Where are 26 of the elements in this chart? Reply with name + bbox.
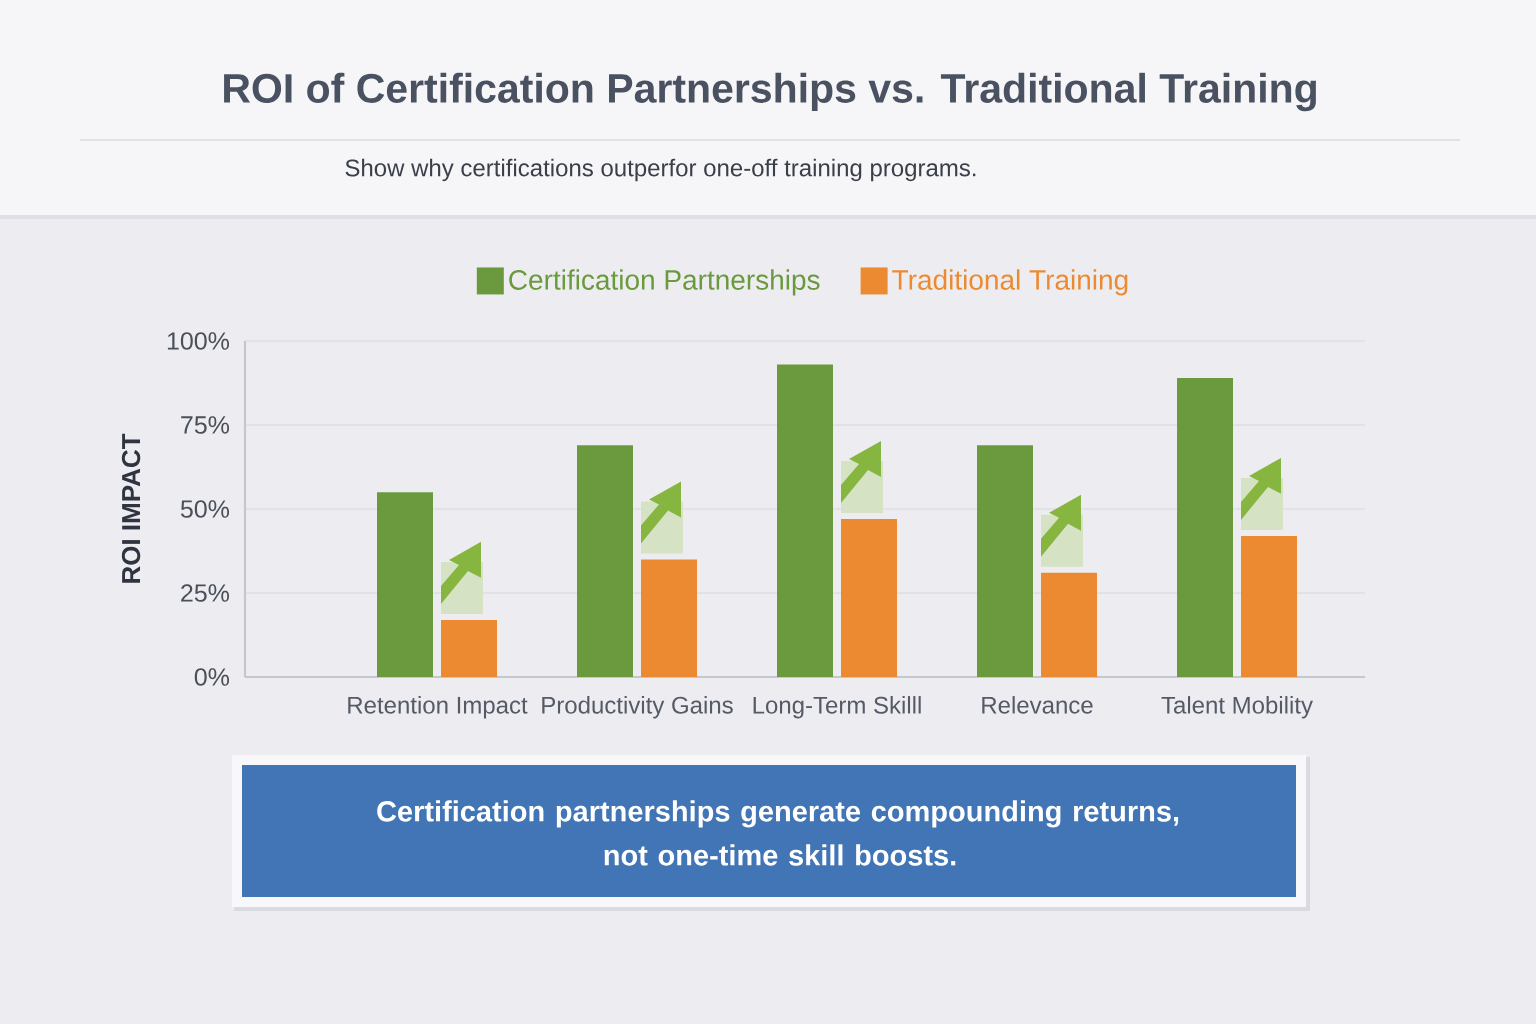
bar (377, 492, 433, 677)
chart-title: ROI of Certification Partnerships vs. Traditional Training (224, 72, 1316, 112)
y-tick-label: 50% (180, 500, 230, 518)
bar (441, 619, 498, 677)
y-tick-label: 0% (194, 668, 230, 686)
x-tick-label: Long-Term Skilll (753, 696, 921, 719)
bar (641, 559, 698, 677)
bar (1241, 535, 1298, 677)
bar (577, 445, 634, 677)
y-tick-label: 75% (181, 416, 230, 434)
text: Certification partnerships generate compounding returns, not one-time skill boosts. (377, 800, 1179, 866)
legend-label: Certification Partnerships (509, 269, 820, 296)
bar (841, 519, 898, 677)
y-tick-label: 100% (167, 332, 230, 350)
x-tick-label: Retention Impact (348, 696, 528, 719)
y-tick-label: 25% (181, 584, 230, 602)
x-tick-label: Talent Mobility (1161, 696, 1313, 719)
x-tick-label: Productivity Gains (542, 696, 733, 719)
bar (777, 364, 834, 677)
bar (1041, 572, 1098, 677)
y-axis-title: ROI IMPACT (121, 433, 141, 583)
legend-label: Traditional Training (892, 269, 1128, 296)
x-tick-label: Relevance (982, 696, 1093, 714)
chart-subtitle: Show why certifications outperfor one-off training programs. (345, 158, 976, 182)
bar (977, 445, 1034, 677)
bar (1177, 377, 1234, 677)
